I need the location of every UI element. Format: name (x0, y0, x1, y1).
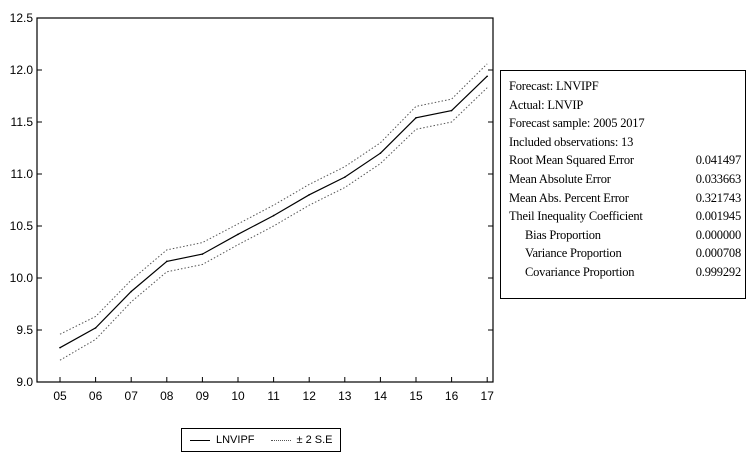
forecast-point (59, 346, 61, 349)
legend-item-se: ± 2 S.E (270, 434, 333, 446)
y-tick-label: 11.5 (11, 115, 34, 129)
forecast-point (344, 176, 346, 178)
y-tick-label: 9.0 (16, 375, 33, 389)
forecast-point (237, 233, 239, 236)
plot-area-frame (36, 17, 494, 383)
legend-item-forecast: LNVIPF (190, 434, 255, 446)
forecast-point (201, 253, 204, 255)
stats-observations: Included observations: 13 (509, 134, 634, 149)
forecast-point (308, 194, 311, 196)
chart-legend: LNVIPF ± 2 S.E (181, 428, 341, 452)
forecast-point (415, 117, 417, 119)
y-tick-label: 12.5 (10, 11, 34, 25)
x-tick-label: 11 (267, 389, 280, 403)
y-tick-label: 10.5 (10, 219, 34, 233)
forecast-point (450, 109, 453, 112)
legend-label-forecast: LNVIPF (216, 434, 255, 446)
forecast-point (486, 75, 489, 78)
stats-sample: Forecast sample: 2005 2017 (509, 116, 645, 131)
x-tick-label: 08 (160, 389, 174, 403)
y-tick-label: 12.0 (10, 63, 34, 77)
x-tick-label: 06 (89, 389, 103, 403)
stats-forecast: Forecast: LNVIPF (509, 79, 599, 93)
forecast-point (379, 152, 382, 154)
legend-dotted-line-icon (270, 439, 291, 441)
y-tick-label: 10.0 (10, 271, 34, 285)
x-tick-label: 17 (481, 389, 495, 403)
y-tick-label: 11.0 (11, 167, 34, 181)
x-tick-label: 15 (409, 389, 423, 403)
legend-label-se: ± 2 S.E (296, 434, 333, 446)
stats-row-mae: Mean Absolute Error 0.033663 (509, 171, 741, 186)
forecast-point (130, 290, 132, 293)
stats-row-bias: Bias Proportion 0.000000 (525, 227, 741, 242)
stats-row-variance: Variance Proportion 0.000708 (525, 246, 741, 261)
x-tick-label: 13 (338, 389, 352, 403)
x-tick-label: 16 (445, 389, 459, 403)
forecast-point (166, 260, 168, 263)
x-tick-label: 14 (374, 389, 388, 403)
forecast-point (272, 214, 275, 217)
se-lower-band-line (59, 87, 488, 361)
x-tick-label: 10 (231, 389, 245, 403)
y-tick-label: 9.5 (16, 323, 33, 337)
forecast-stats-box: Forecast: LNVIPF Actual: LNVIP Forecast … (500, 70, 746, 299)
legend-solid-line-icon (190, 439, 210, 441)
stats-row-mape: Mean Abs. Percent Error 0.321743 (509, 190, 741, 205)
stats-row-theil: Theil Inequality Coefficient 0.001945 (509, 209, 741, 224)
stats-row-rmse: Root Mean Squared Error 0.041497 (509, 153, 741, 168)
stats-actual: Actual: LNVIP (509, 97, 584, 112)
x-tick-label: 07 (125, 389, 139, 403)
stats-row-covariance: Covariance Proportion 0.999292 (525, 264, 741, 279)
x-tick-label: 09 (196, 389, 210, 403)
se-upper-band-line (59, 63, 488, 335)
forecast-series-line (59, 75, 488, 349)
x-tick-label: 05 (53, 389, 67, 403)
x-tick-label: 12 (303, 389, 317, 403)
forecast-point (94, 327, 97, 329)
